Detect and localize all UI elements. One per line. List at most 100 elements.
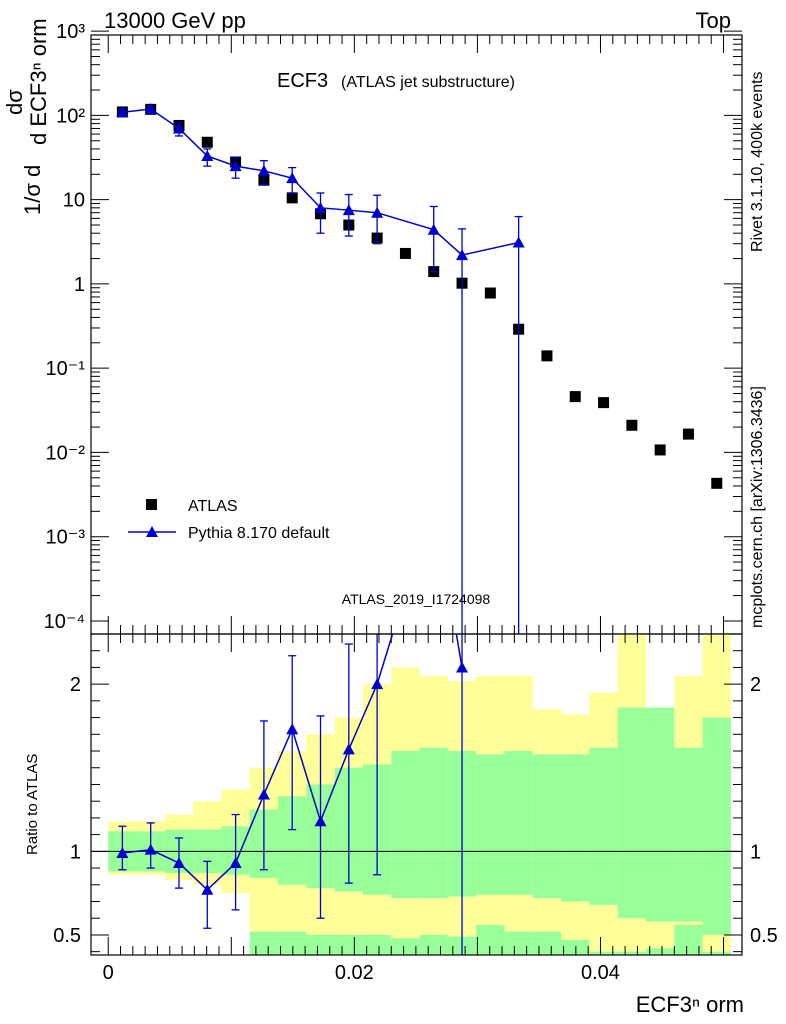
atlas-data-point — [484, 287, 496, 299]
legend-data-marker — [146, 499, 157, 510]
inner-band — [674, 747, 703, 922]
y-tick-label: 10⁻⁴ — [44, 611, 85, 633]
plot-title-sub: (ATLAS jet substructure) — [341, 74, 515, 91]
ratio-y-tick-label-left: 2 — [70, 674, 81, 696]
atlas-data-point — [711, 477, 723, 489]
ratio-series-reentry — [455, 633, 463, 668]
mcplots-label: mcplots.cern.ch [arXiv:1306.3436] — [749, 386, 766, 628]
outer-band-upper — [193, 801, 222, 830]
atlas-data-point — [598, 397, 610, 409]
ylabel-prefix: 1/σ d — [20, 165, 45, 215]
ratio-y-tick-label-right: 2 — [750, 674, 761, 696]
ratio-data-point — [116, 847, 129, 859]
energy-label: 13000 GeV pp — [104, 8, 246, 33]
y-tick-label: 10³ — [56, 21, 85, 43]
outer-band-upper — [476, 675, 505, 755]
mc-data-point — [116, 106, 129, 118]
outer-band-lower — [532, 898, 562, 932]
main-panel: 10⁻⁴ 10⁻³ 10⁻² 10⁻¹ 1 10 10² 10³ — [44, 21, 743, 635]
ratio-series-line — [122, 683, 378, 891]
x-tick-label: 0 — [103, 962, 114, 984]
outer-band-lower — [419, 898, 448, 935]
inner-band-low-extension — [504, 931, 533, 955]
outer-band-lower — [476, 894, 505, 925]
inner-band-low-extension — [362, 934, 392, 955]
outer-band-lower — [504, 894, 533, 932]
inner-band — [532, 754, 562, 899]
outer-band-upper — [589, 692, 618, 748]
outer-band-lower — [561, 901, 590, 940]
legend: ATLAS Pythia 8.170 default — [128, 498, 330, 542]
outer-band-upper — [164, 814, 194, 830]
ratio-series-exit — [376, 633, 394, 685]
ratio-data-point — [286, 723, 299, 735]
inner-band — [504, 751, 533, 895]
inner-band — [589, 747, 618, 905]
inner-band-low-extension — [561, 939, 590, 955]
atlas-data-point — [286, 192, 298, 204]
ratio-data-point — [172, 857, 185, 869]
mc-data-point — [456, 249, 469, 261]
inner-band-low-extension — [532, 931, 562, 955]
ratio-data-point — [257, 788, 270, 800]
x-axis-label: ECF3ⁿ orm — [636, 992, 744, 1017]
outer-band-lower — [334, 891, 363, 935]
atlas-data-point — [682, 428, 694, 440]
atlas-data-point — [654, 444, 666, 456]
y-tick-label: 10⁻³ — [46, 527, 86, 549]
atlas-data-point — [541, 350, 553, 362]
inner-band-low-extension — [476, 924, 505, 955]
inner-band-low-extension — [419, 934, 448, 955]
y-tick-label: 1 — [74, 274, 85, 296]
y-tick-label: 10⁻¹ — [46, 358, 86, 380]
outer-band-upper — [419, 675, 448, 748]
ratio-y-tick-label-left: 0.5 — [53, 925, 81, 947]
outer-band-lower — [278, 884, 307, 932]
ratio-data-point — [314, 815, 327, 827]
legend-data-label: ATLAS — [188, 498, 238, 515]
main-frame — [90, 34, 743, 635]
inner-band — [476, 754, 505, 895]
outer-band-upper — [702, 634, 731, 718]
ratio-ylabel: Ratio to ATLAS — [24, 754, 41, 855]
outer-band-lower — [362, 894, 392, 935]
inner-band-low-extension — [391, 938, 420, 955]
outer-band-upper — [532, 709, 562, 755]
ratio-data-point — [144, 843, 157, 855]
outer-band-lower — [391, 898, 420, 939]
inner-band — [419, 747, 448, 899]
inner-band — [391, 751, 420, 899]
mc-data-point — [201, 149, 214, 161]
x-tick-label: 0.02 — [335, 962, 374, 984]
inner-band-low-extension — [278, 931, 307, 955]
ratio-y-tick-label-right: 0.5 — [750, 925, 778, 947]
y-tick-label: 10 — [63, 190, 85, 212]
ratio-data-point — [342, 743, 355, 755]
inner-band-low-extension — [249, 931, 279, 955]
mc-data-point — [371, 206, 384, 218]
mc-data-point — [229, 160, 242, 172]
mc-data-point — [512, 236, 525, 248]
mc-data-point — [257, 164, 270, 176]
outer-band-lower — [136, 871, 165, 875]
mc-data-point — [172, 122, 185, 134]
ratio-panel: 0 0.02 0.04 0.5 0.5 1 1 2 2 — [53, 633, 778, 984]
outer-band-lower — [674, 921, 703, 925]
inner-band-low-extension — [702, 951, 731, 955]
inner-band-low-extension — [646, 948, 675, 955]
mc-data-point — [144, 103, 157, 115]
main-ylabel: 1/σ d dσ d ECF3ⁿ orm — [2, 18, 51, 215]
legend-mc-label: Pythia 8.170 default — [188, 525, 330, 542]
ratio-y-tick-label-right: 1 — [750, 841, 761, 863]
y-tick-label: 10² — [56, 105, 85, 127]
inner-band-low-extension — [617, 951, 647, 955]
inner-band-low-extension — [334, 934, 363, 955]
mc-data-point — [286, 172, 299, 184]
outer-band-lower — [617, 918, 647, 952]
ratio-data-point — [456, 661, 469, 673]
ratio-data-point — [229, 857, 242, 869]
ratio-data-point — [371, 678, 384, 690]
inner-band — [702, 717, 731, 935]
mc-data-point — [342, 204, 355, 216]
atlas-data-point — [399, 247, 411, 259]
